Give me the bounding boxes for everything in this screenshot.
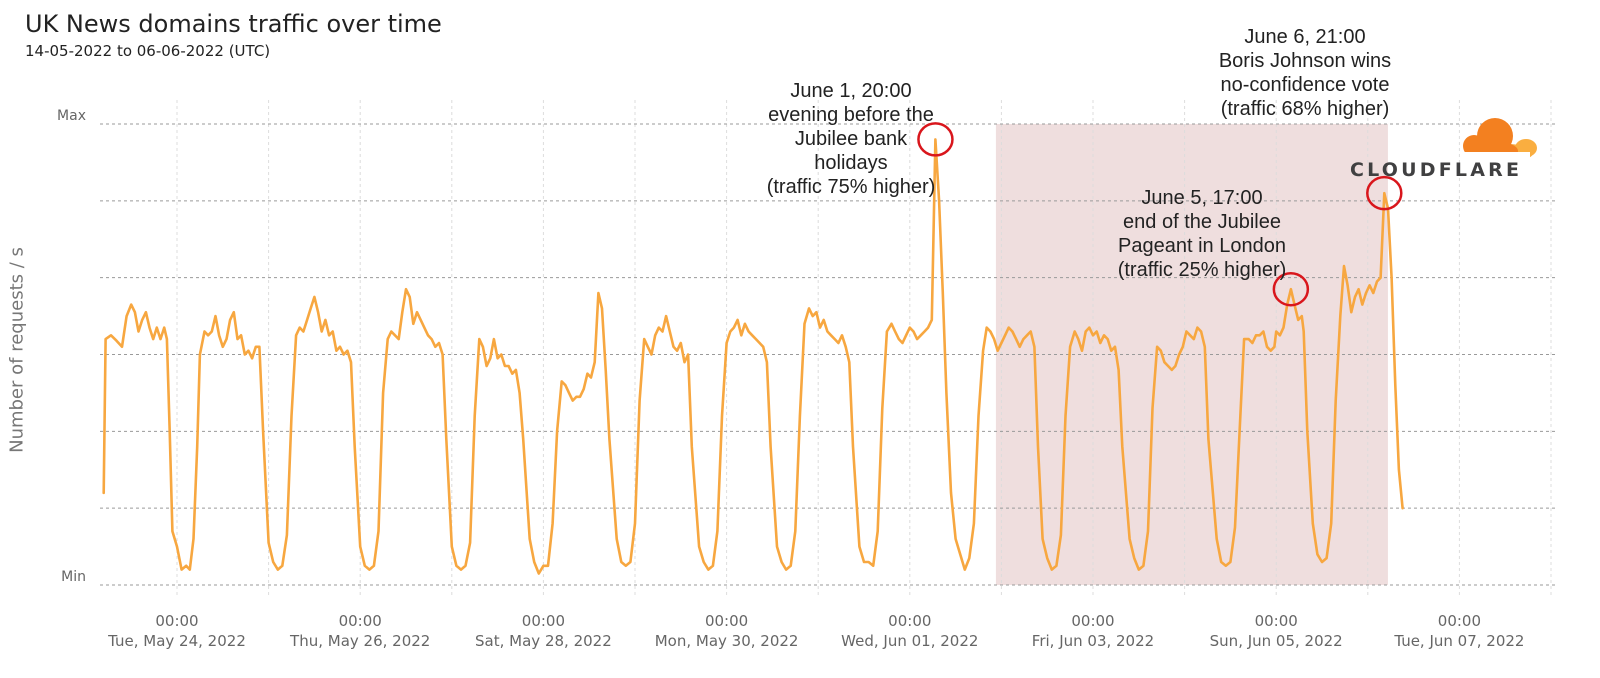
x-axis-ticks: 00:00 Tue, May 24, 2022 00:00 Thu, May 26, … (107, 612, 1524, 650)
x-tick-date: Sun, Jun 05, 2022 (1210, 632, 1343, 650)
annotation-text: (traffic 75% higher) (767, 176, 936, 198)
x-tick-date: Fri, Jun 03, 2022 (1032, 632, 1154, 650)
x-tick-date: Tue, Jun 07, 2022 (1393, 632, 1524, 650)
x-tick-date: Wed, Jun 01, 2022 (841, 632, 978, 650)
y-tick-min: Min (61, 569, 86, 585)
x-tick-date: Thu, May 26, 2022 (289, 632, 430, 650)
annotation-circle (1366, 175, 1403, 211)
x-tick-time: 00:00 (1255, 612, 1298, 630)
annotation-text: holidays (814, 152, 887, 174)
y-tick-max: Max (57, 108, 86, 124)
x-tick-date: Tue, May 24, 2022 (107, 632, 246, 650)
cloud-icon (1462, 118, 1537, 162)
x-tick-time: 00:00 (155, 612, 198, 630)
x-tick-time: 00:00 (339, 612, 382, 630)
annotation-text: Jubilee bank (795, 128, 908, 150)
cloudflare-logo: CLOUDFLARE (1350, 114, 1545, 184)
x-tick-date: Mon, May 30, 2022 (655, 632, 799, 650)
cloud-main-left (1463, 135, 1485, 157)
annotation-text: evening before the (768, 104, 934, 126)
annotation-text: (traffic 25% higher) (1118, 259, 1287, 281)
annotation-circle (917, 122, 954, 157)
x-tick-date: Sat, May 28, 2022 (475, 632, 612, 650)
x-tick-time: 00:00 (888, 612, 931, 630)
x-tick-time: 00:00 (1071, 612, 1114, 630)
annotation-text: Boris Johnson wins (1219, 50, 1391, 72)
annotation-text: Pageant in London (1118, 235, 1286, 257)
x-tick-time: 00:00 (705, 612, 748, 630)
annotation-circle (1272, 271, 1310, 307)
annotation-text: (traffic 68% higher) (1221, 98, 1390, 120)
x-tick-time: 00:00 (1438, 612, 1481, 630)
chart-title: UK News domains traffic over time (25, 10, 442, 38)
annotation-text: June 6, 21:00 (1244, 26, 1365, 48)
cloudflare-wordmark: CLOUDFLARE (1350, 159, 1523, 181)
annotation-text: no-confidence vote (1220, 74, 1389, 96)
annotation-text: June 5, 17:00 (1141, 187, 1262, 209)
chart-subtitle: 14-05-2022 to 06-06-2022 (UTC) (25, 42, 271, 60)
vertical-gridlines (176, 100, 1552, 598)
y-axis-label: Number of requests / s (6, 247, 28, 453)
x-tick-time: 00:00 (522, 612, 565, 630)
cloud-main-top (1477, 118, 1513, 154)
annotation-text: end of the Jubilee (1123, 211, 1281, 233)
annotation-text: June 1, 20:00 (790, 80, 911, 102)
traffic-series-line (102, 138, 1404, 575)
